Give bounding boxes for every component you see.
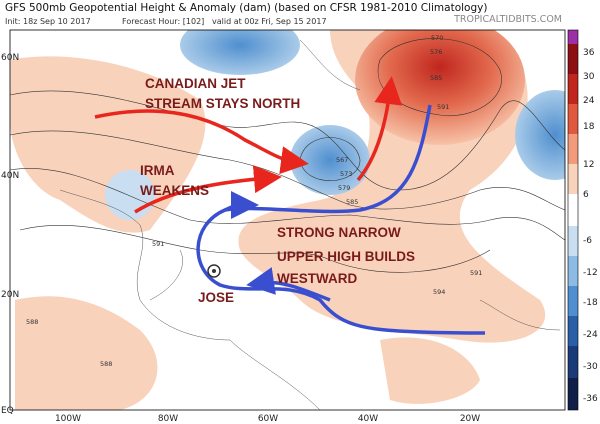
title: GFS 500mb Geopotential Height & Anomaly … <box>5 2 487 14</box>
init-time: Init: 18z Sep 10 2017 <box>5 17 91 26</box>
longitude-label: 60W <box>258 414 278 424</box>
colorbar-label: -24 <box>583 330 598 340</box>
annotation: IRMA <box>140 163 175 178</box>
latitude-label: 60N <box>1 53 19 63</box>
contour-label: 579 <box>338 184 350 192</box>
colorbar <box>567 29 579 411</box>
colorbar-label: -18 <box>583 298 598 308</box>
colorbar-label: 30 <box>583 72 595 82</box>
contour-label: 588 <box>26 318 38 326</box>
map <box>10 30 565 410</box>
contour-label: 573 <box>340 170 352 178</box>
colorbar-label: 12 <box>583 160 594 170</box>
annotation: WESTWARD <box>277 271 357 286</box>
contour-label: 588 <box>100 360 112 368</box>
contour-label: 576 <box>430 48 442 56</box>
forecast-hour: Forecast Hour: [102] <box>122 17 204 26</box>
contour-labels: 570 576 585 591 567 573 579 585 594 591 588 588 591 <box>26 34 482 368</box>
colorbar-label: 36 <box>583 48 595 58</box>
colorbar-label: -6 <box>583 236 592 246</box>
contour-label: 585 <box>430 74 442 82</box>
colorbar-label: -12 <box>583 268 598 278</box>
annotation: WEAKENS <box>140 183 209 198</box>
annotation: STRONG NARROW <box>277 225 401 240</box>
annotation: STREAM STAYS NORTH <box>145 96 300 111</box>
colorbar-label: 18 <box>583 122 595 132</box>
longitude-label: 100W <box>55 414 81 424</box>
longitude-label: 40W <box>358 414 378 424</box>
colorbar-labels: 36 30 24 18 12 6 -6 -12 -18 -24 -30 -36 <box>583 48 598 404</box>
contour-label: 591 <box>470 269 482 277</box>
colorbar-label: 6 <box>583 190 589 200</box>
contour-label: 585 <box>346 198 358 206</box>
axis-labels: 60N 40N 20N EQ 100W 80W 60W 40W 20W <box>1 53 480 424</box>
annotation: CANADIAN JET <box>145 76 246 91</box>
longitude-label: 80W <box>158 414 178 424</box>
colorbar-label: -36 <box>583 394 598 404</box>
contour-label: 591 <box>152 240 164 248</box>
contour-label: 567 <box>336 156 348 164</box>
contour-label: 570 <box>431 34 443 42</box>
valid-time: valid at 00z Fri, Sep 15 2017 <box>212 17 327 26</box>
latitude-label: 40N <box>1 171 19 181</box>
longitude-label: 20W <box>460 414 480 424</box>
latitude-label: 20N <box>1 290 19 300</box>
latitude-label: EQ <box>1 406 14 416</box>
contour-label: 594 <box>433 288 445 296</box>
contour-label: 591 <box>437 103 449 111</box>
colorbar-label: -30 <box>583 362 598 372</box>
colorbar-label: 24 <box>583 96 595 106</box>
brand: TROPICALTIDBITS.COM <box>453 14 562 25</box>
map-frame <box>9 29 566 411</box>
annotation: JOSE <box>198 290 234 305</box>
annotation: UPPER HIGH BUILDS <box>277 249 415 264</box>
